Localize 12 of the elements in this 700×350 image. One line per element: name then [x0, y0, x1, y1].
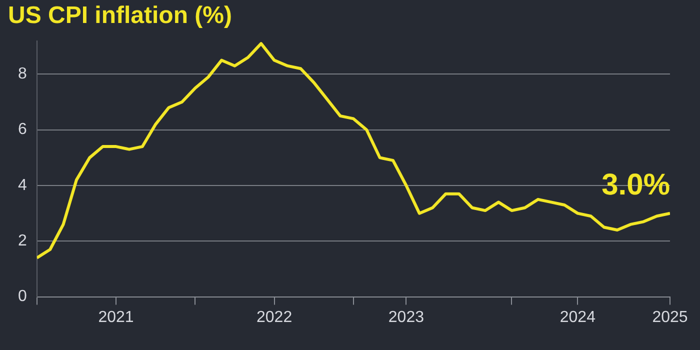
y-tick-label: 4 — [18, 176, 27, 194]
x-tick-label: 2021 — [98, 308, 134, 326]
chart-title: US CPI inflation (%) — [8, 2, 232, 30]
y-tick-label: 2 — [18, 232, 27, 250]
x-tick-label: 2024 — [560, 308, 596, 326]
x-tick-label: 2023 — [388, 308, 424, 326]
x-tick-label: 2025 — [652, 308, 688, 326]
y-tick-label: 6 — [18, 121, 27, 138]
y-tick-label: 0 — [18, 288, 27, 306]
x-tick-label: 2022 — [256, 308, 292, 326]
y-tick-label: 8 — [18, 66, 27, 83]
annotation: 3.0% — [602, 168, 670, 202]
